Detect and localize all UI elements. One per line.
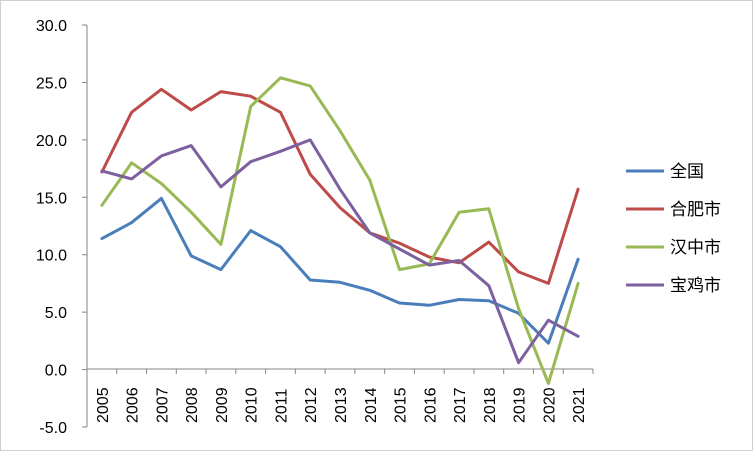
series-line-1 [100,196,580,345]
x-tick-label: 2018 [482,387,499,423]
y-tick-label: 20.0 [36,133,67,150]
legend-item: 宝鸡市 [626,276,721,296]
series-line-4 [100,138,580,365]
legend-label: 全国 [670,162,704,182]
y-tick-label: 10.0 [36,248,67,265]
y-tick-label: 0.0 [45,363,67,380]
series-line-3 [100,76,580,385]
legend-item: 合肥市 [626,200,721,220]
legend-label: 宝鸡市 [670,276,721,296]
x-tick-label: 2005 [95,387,112,423]
axes [86,25,593,427]
series-line-2 [100,87,580,285]
y-tick-label: 15.0 [36,190,67,207]
series-lines [100,76,580,385]
x-tick-label: 2007 [154,387,171,423]
legend-item: 汉中市 [626,238,721,258]
legend-label: 合肥市 [670,200,721,220]
x-tick-label: 2010 [244,387,261,423]
x-tick-label: 2013 [333,387,350,423]
y-axis-ticks: -5.0 0.0 5.0 10.0 15.0 20.0 25.0 30.0 [36,18,87,437]
x-tick-label: 2015 [393,387,410,423]
x-axis-ticks: 2005 2006 2007 2008 2009 2010 2011 2012 2013 2014… [86,369,594,423]
y-tick-label: 30.0 [36,18,67,35]
x-tick-label: 2008 [184,387,201,423]
x-tick-label: 2019 [512,387,529,423]
y-tick-label: 25.0 [36,75,67,92]
x-tick-label: 2009 [214,387,231,423]
y-tick-label: 5.0 [45,305,67,322]
x-tick-label: 2011 [273,388,290,423]
x-tick-label: 2006 [125,387,142,423]
legend-item: 全国 [626,162,704,182]
x-tick-label: 2021 [571,387,588,423]
x-tick-label: 2020 [541,387,558,423]
y-tick-label: -5.0 [39,420,67,437]
x-tick-label: 2017 [452,387,469,423]
x-tick-label: 2014 [363,387,380,423]
x-tick-label: 2016 [422,387,439,423]
legend-label: 汉中市 [670,238,721,258]
x-tick-label: 2012 [303,387,320,423]
